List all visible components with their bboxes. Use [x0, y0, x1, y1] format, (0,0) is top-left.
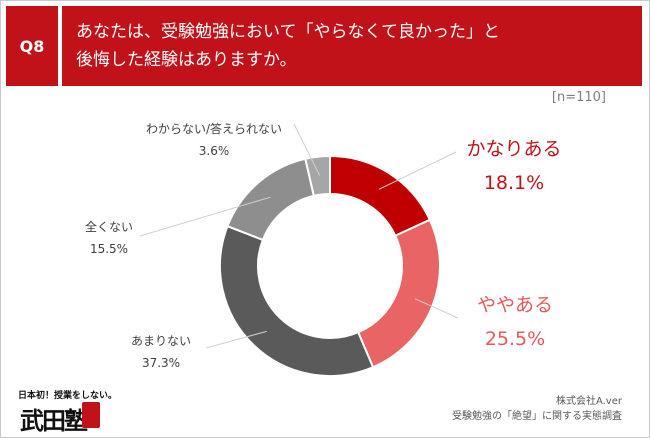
label-mattaku-nai: 全くない 15.5% [72, 216, 146, 260]
source-credit: 株式会社A.ver 受験勉強の「絶望」に関する実態調査 [452, 394, 622, 424]
question-text: あなたは、受験勉強において「やらなくて良かった」と 後悔した経験はありますか。 [76, 18, 636, 74]
label-amari-nai: あまりない 37.3% [118, 330, 204, 374]
sample-size: [n=110] [551, 90, 606, 105]
leader-line-wakaranai [293, 123, 321, 176]
label-wakaranai: わからない/答えられない 3.6% [132, 118, 296, 162]
slice-yaya-aru [356, 218, 441, 369]
slice-wakaranai [304, 154, 331, 198]
label-kanari-aru-name: かなりある [466, 138, 562, 160]
leader-line-kanari-aru [378, 151, 457, 190]
logo-name: 武田塾 [20, 406, 88, 435]
label-yaya-aru-name: ややある [476, 294, 553, 316]
slice-amari-nai [219, 224, 375, 377]
leader-line-yaya-aru [414, 298, 459, 319]
leader-line-amari-nai [205, 330, 267, 349]
source-company: 株式会社A.ver [555, 396, 622, 407]
label-amari-nai-value: 37.3% [141, 356, 181, 370]
slice-mattaku-nai [226, 157, 316, 242]
source-survey: 受験勉強の「絶望」に関する実態調査 [452, 411, 622, 422]
label-kanari-aru-value: 18.1% [483, 172, 545, 194]
label-yaya-aru-value: 25.5% [484, 328, 546, 350]
label-amari-nai-name: あまりない [130, 334, 191, 348]
logo-seal-icon [82, 402, 100, 428]
question-number: Q8 [19, 36, 45, 56]
label-yaya-aru: ややある 25.5% [456, 288, 574, 356]
leader-line-mattaku-nai [139, 196, 271, 237]
question-line-1: あなたは、受験勉強において「やらなくて良かった」と [76, 22, 500, 42]
question-header: Q8 あなたは、受験勉強において「やらなくて良かった」と 後悔した経験はあります… [6, 6, 642, 86]
header-divider [58, 6, 62, 86]
question-line-2: 後悔した経験はありますか。 [76, 50, 297, 70]
slice-kanari-aru [329, 154, 432, 238]
label-wakaranai-name: わからない/答えられない [145, 122, 283, 136]
label-mattaku-nai-value: 15.5% [89, 242, 129, 256]
label-kanari-aru: かなりある 18.1% [452, 132, 576, 200]
label-mattaku-nai-name: 全くない [84, 220, 133, 234]
label-wakaranai-value: 3.6% [198, 144, 230, 158]
logo-tagline: 日本初！授業をしない。 [18, 391, 118, 401]
